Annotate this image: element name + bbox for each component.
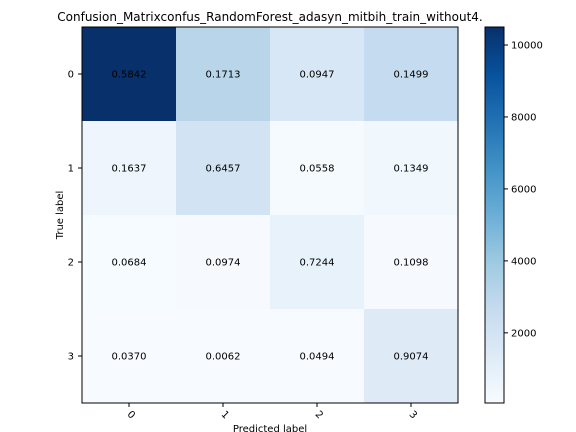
heatmap-cell-2-2 — [270, 215, 365, 310]
heatmap-cell-0-2 — [270, 27, 365, 122]
heatmap-cell-3-0 — [82, 309, 177, 404]
x-tick-label-2: 2 — [313, 409, 325, 421]
y-tick-label-1: 1 — [68, 164, 74, 175]
colorbar-tick-label-4: 10000 — [511, 40, 543, 51]
heatmap-cell-1-2 — [270, 121, 365, 216]
heatmap-cell-2-0 — [82, 215, 177, 310]
cell-value-3-2: 0.0494 — [300, 352, 335, 363]
colorbar-tick-label-2: 6000 — [511, 184, 536, 195]
x-axis-label: Predicted label — [233, 424, 307, 432]
heatmap-cell-1-1 — [176, 121, 271, 216]
y-tick-label-2: 2 — [68, 258, 74, 269]
cell-value-0-2: 0.0947 — [300, 70, 335, 81]
x-tick-label-0: 0 — [125, 409, 137, 421]
cell-value-1-3: 0.1349 — [394, 164, 429, 175]
y-tick-label-0: 0 — [68, 70, 74, 81]
plot-frame — [81, 26, 459, 404]
colorbar-tick-label-0: 2000 — [511, 328, 536, 339]
heatmap-cell-3-2 — [270, 309, 365, 404]
colorbar — [484, 26, 505, 404]
heatmap-cell-2-3 — [364, 215, 459, 310]
cell-value-0-0: 0.5842 — [112, 70, 147, 81]
x-axis-ticks: 0 1 2 3 — [125, 403, 419, 421]
cell-value-3-0: 0.0370 — [112, 352, 147, 363]
colorbar-ticks: 2000 4000 6000 8000 10000 — [504, 40, 543, 339]
heatmap-cell-0-1 — [176, 27, 271, 122]
cell-value-1-0: 0.1637 — [112, 164, 147, 175]
x-tick-label-3: 3 — [407, 409, 419, 421]
cell-value-2-3: 0.1098 — [394, 258, 429, 269]
cell-value-2-2: 0.7244 — [300, 258, 335, 269]
x-tick-label-1: 1 — [219, 409, 231, 421]
cell-value-0-1: 0.1713 — [206, 70, 241, 81]
heatmap-cell-labels: 0.5842 0.1713 0.0947 0.1499 0.1637 0.6457 0.05… — [112, 70, 429, 363]
y-axis-ticks: 0 1 2 3 — [68, 70, 82, 363]
cell-value-3-3: 0.9074 — [394, 352, 429, 363]
heatmap-cell-0-0 — [82, 27, 177, 122]
colorbar-tick-label-1: 4000 — [511, 256, 536, 267]
chart-title: Confusion_Matrixconfus_RandomForest_adas… — [57, 10, 482, 24]
cell-value-1-2: 0.0558 — [300, 164, 335, 175]
colorbar-tick-label-3: 8000 — [511, 112, 536, 123]
heatmap-cell-2-1 — [176, 215, 271, 310]
heatmap-cell-3-3 — [364, 309, 459, 404]
heatmap-cell-0-3 — [364, 27, 459, 122]
heatmap-cells — [82, 27, 459, 404]
cell-value-2-1: 0.0974 — [206, 258, 241, 269]
y-tick-label-3: 3 — [68, 352, 74, 363]
cell-value-0-3: 0.1499 — [394, 70, 429, 81]
cell-value-3-1: 0.0062 — [206, 352, 241, 363]
heatmap-cell-3-1 — [176, 309, 271, 404]
cell-value-1-1: 0.6457 — [206, 164, 241, 175]
heatmap-cell-1-3 — [364, 121, 459, 216]
heatmap-cell-1-0 — [82, 121, 177, 216]
cell-value-2-0: 0.0684 — [112, 258, 147, 269]
y-axis-label: True label — [55, 191, 66, 241]
